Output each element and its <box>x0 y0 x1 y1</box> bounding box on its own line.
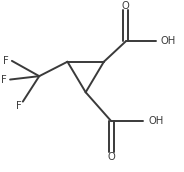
Text: O: O <box>107 152 115 162</box>
Text: F: F <box>16 101 22 111</box>
Text: OH: OH <box>161 36 176 46</box>
Text: O: O <box>122 1 130 11</box>
Text: F: F <box>3 56 9 66</box>
Text: F: F <box>1 74 7 85</box>
Text: OH: OH <box>148 116 163 126</box>
